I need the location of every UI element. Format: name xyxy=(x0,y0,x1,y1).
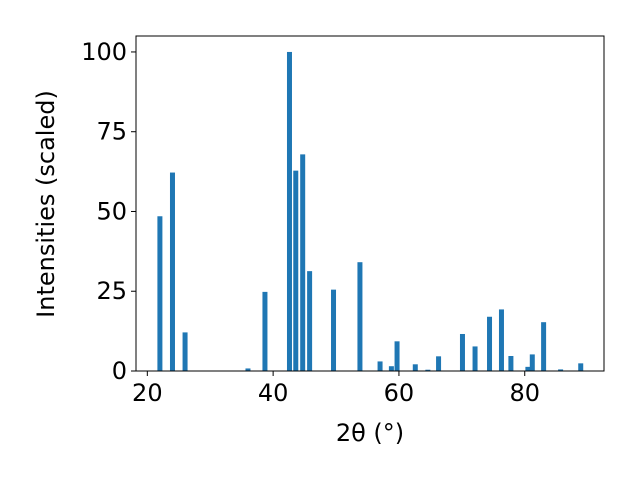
bars-group xyxy=(157,51,584,371)
bar-8 xyxy=(307,271,313,371)
bar-9 xyxy=(331,289,337,371)
y-tick-label-1: 25 xyxy=(96,277,127,305)
bar-21 xyxy=(508,356,514,371)
bar-10 xyxy=(357,262,363,371)
bar-13 xyxy=(394,341,400,371)
bar-19 xyxy=(487,316,493,371)
x-axis-ticks: 20 40 60 80 xyxy=(132,371,540,407)
bar-5 xyxy=(286,51,292,371)
bar-22 xyxy=(525,366,531,371)
bar-23 xyxy=(529,354,535,371)
plot-frame xyxy=(135,35,605,372)
bar-17 xyxy=(459,333,465,371)
bar-18 xyxy=(472,346,478,371)
bar-12 xyxy=(388,366,394,371)
bar-4 xyxy=(262,291,268,371)
y-tick-label-3: 75 xyxy=(96,118,127,146)
bar-1 xyxy=(169,172,175,371)
bar-6 xyxy=(293,170,299,371)
bar-0 xyxy=(157,216,163,371)
x-tick-label-3: 80 xyxy=(509,379,540,407)
x-axis-label: 2θ (°) xyxy=(336,419,404,447)
x-tick-label-1: 40 xyxy=(258,379,289,407)
bar-24 xyxy=(541,322,547,371)
bar-15 xyxy=(425,369,431,371)
bar-25 xyxy=(558,369,564,371)
bar-16 xyxy=(436,356,442,371)
bar-26 xyxy=(578,363,584,371)
y-tick-label-4: 100 xyxy=(81,38,127,66)
y-tick-label-0: 0 xyxy=(112,357,127,385)
bar-20 xyxy=(498,309,504,371)
bar-11 xyxy=(377,361,383,371)
y-tick-label-2: 50 xyxy=(96,197,127,225)
x-tick-label-0: 20 xyxy=(132,379,163,407)
y-axis-ticks: 0 25 50 75 100 xyxy=(81,38,136,385)
bar-3 xyxy=(245,368,251,371)
y-axis-label: Intensities (scaled) xyxy=(32,90,60,318)
bar-14 xyxy=(412,364,418,371)
bar-7 xyxy=(300,154,306,371)
x-tick-label-2: 60 xyxy=(384,379,415,407)
bar-2 xyxy=(182,332,188,371)
